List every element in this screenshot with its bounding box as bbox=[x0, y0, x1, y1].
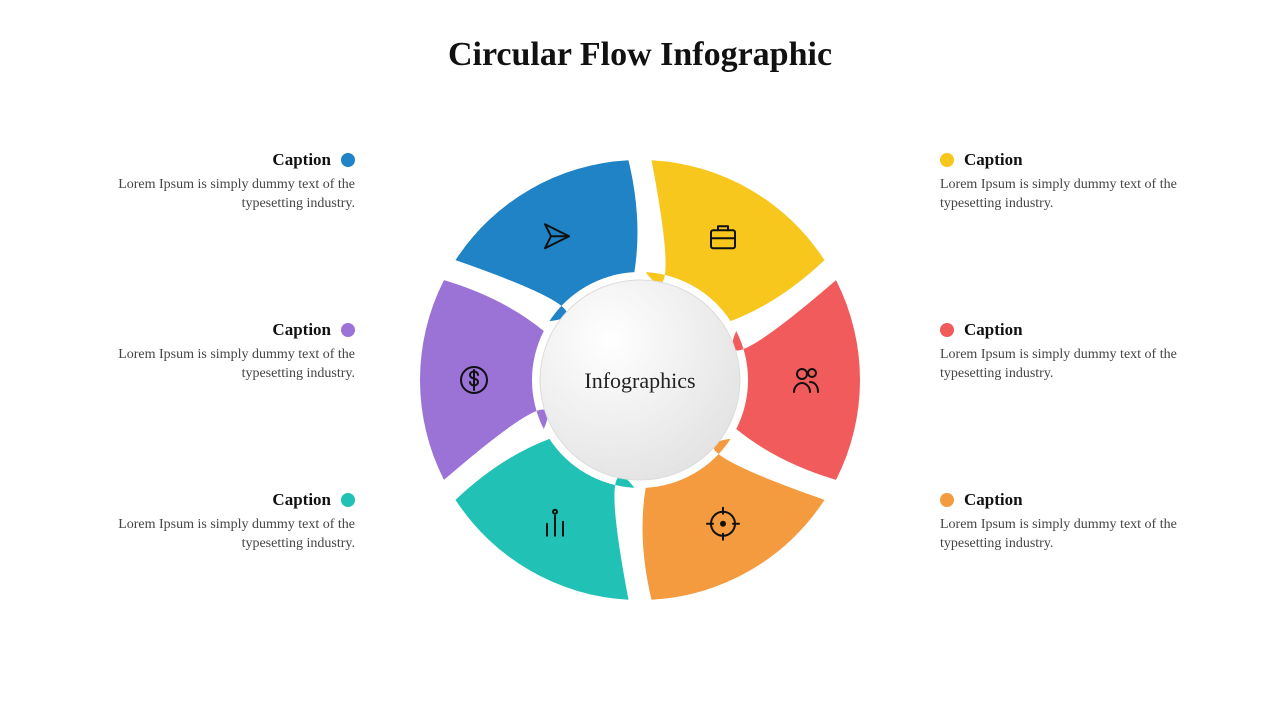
caption-title: Caption bbox=[964, 320, 1023, 340]
caption-body: Lorem Ipsum is simply dummy text of the … bbox=[940, 516, 1200, 554]
caption-body: Lorem Ipsum is simply dummy text of the … bbox=[95, 176, 355, 214]
caption-left-1: Caption Lorem Ipsum is simply dummy text… bbox=[95, 320, 355, 384]
caption-dot bbox=[940, 153, 954, 167]
caption-dot bbox=[341, 323, 355, 337]
caption-body: Lorem Ipsum is simply dummy text of the … bbox=[95, 346, 355, 384]
caption-title: Caption bbox=[272, 150, 331, 170]
page-title: Circular Flow Infographic bbox=[0, 36, 1280, 74]
caption-title: Caption bbox=[964, 490, 1023, 510]
caption-title: Caption bbox=[272, 490, 331, 510]
stage: Circular Flow Infographic Infographics C… bbox=[0, 0, 1280, 720]
caption-body: Lorem Ipsum is simply dummy text of the … bbox=[940, 176, 1200, 214]
center-label: Infographics bbox=[540, 368, 740, 394]
caption-title: Caption bbox=[272, 320, 331, 340]
caption-left-2: Caption Lorem Ipsum is simply dummy text… bbox=[95, 490, 355, 554]
caption-right-1: Caption Lorem Ipsum is simply dummy text… bbox=[940, 320, 1200, 384]
caption-dot bbox=[341, 493, 355, 507]
caption-title: Caption bbox=[964, 150, 1023, 170]
caption-right-2: Caption Lorem Ipsum is simply dummy text… bbox=[940, 490, 1200, 554]
caption-body: Lorem Ipsum is simply dummy text of the … bbox=[940, 346, 1200, 384]
caption-left-0: Caption Lorem Ipsum is simply dummy text… bbox=[95, 150, 355, 214]
caption-right-0: Caption Lorem Ipsum is simply dummy text… bbox=[940, 150, 1200, 214]
caption-dot bbox=[341, 153, 355, 167]
caption-dot bbox=[940, 323, 954, 337]
caption-body: Lorem Ipsum is simply dummy text of the … bbox=[95, 516, 355, 554]
caption-dot bbox=[940, 493, 954, 507]
